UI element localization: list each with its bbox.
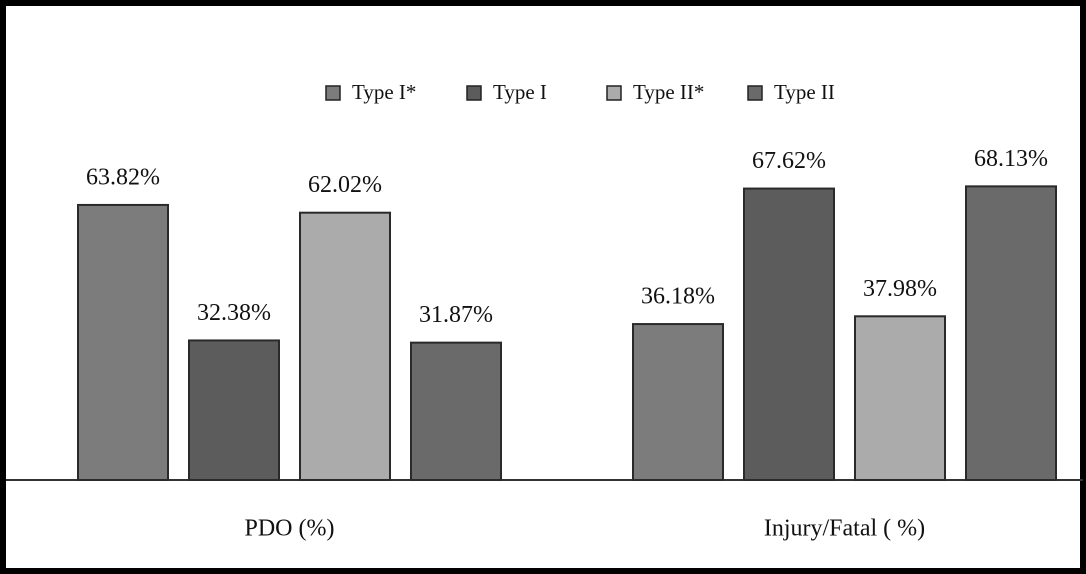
legend-label: Type II [774,80,835,104]
bar [854,315,946,482]
value-label: 62.02% [308,172,382,198]
legend-swatch [325,85,341,101]
bar [188,339,280,481]
legend-label: Type I [493,80,547,104]
legend-label: Type II* [633,80,704,104]
bar [299,211,391,482]
bar [632,323,724,482]
legend-swatch [747,85,763,101]
bar [743,187,835,481]
legend-swatch [466,85,482,101]
value-label: 32.38% [197,300,271,326]
legend-swatch [606,85,622,101]
x-tick-label: Injury/Fatal ( %) [764,516,925,542]
bar [965,185,1057,481]
value-label: 37.98% [863,276,937,302]
x-tick-label: PDO (%) [245,516,335,542]
value-label: 31.87% [419,302,493,328]
bar [77,203,169,482]
legend-label: Type I* [352,80,416,104]
value-label: 68.13% [974,146,1048,172]
value-label: 67.62% [752,148,826,174]
value-label: 63.82% [86,164,160,190]
bar [410,341,502,481]
value-label: 36.18% [641,284,715,310]
